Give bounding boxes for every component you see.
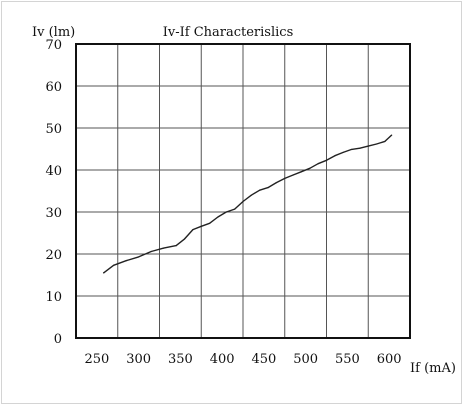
- data-point: [234, 208, 236, 210]
- data-point: [384, 140, 386, 143]
- y-tick-label: 50: [45, 122, 62, 137]
- data-point: [300, 171, 303, 173]
- y-tick-label: 10: [45, 290, 62, 305]
- data-point: [102, 272, 105, 274]
- grid: [76, 44, 410, 338]
- x-axis-label: If (mA): [410, 361, 456, 376]
- x-tick-label: 600: [377, 352, 402, 367]
- data-point: [217, 216, 219, 218]
- data-point: [367, 145, 369, 147]
- data-point: [342, 151, 344, 153]
- data-point: [112, 264, 115, 266]
- data-point: [267, 187, 269, 189]
- x-tick-labels: 250 300 350 400 450 500 550 600: [84, 352, 401, 367]
- data-point: [250, 194, 252, 196]
- data-point: [317, 163, 319, 165]
- x-tick-label: 550: [335, 352, 360, 367]
- data-point: [334, 155, 336, 157]
- data-point: [175, 245, 177, 247]
- series-line: [103, 134, 393, 274]
- data-point: [284, 177, 286, 179]
- data-point: [209, 222, 211, 224]
- data-point: [376, 143, 378, 145]
- y-tick-label: 20: [45, 248, 62, 263]
- data-point: [192, 229, 194, 231]
- data-point: [292, 174, 294, 176]
- y-tick-label: 30: [45, 206, 62, 221]
- data-point: [183, 238, 186, 240]
- data-point: [359, 147, 361, 149]
- data-point: [225, 211, 227, 213]
- x-tick-label: 500: [293, 352, 318, 367]
- data-point: [350, 148, 353, 151]
- data-point: [259, 189, 261, 191]
- data-point: [309, 167, 311, 169]
- y-tick-label: 70: [45, 38, 62, 53]
- x-tick-label: 300: [126, 352, 151, 367]
- x-tick-label: 350: [168, 352, 193, 367]
- data-point: [163, 247, 165, 249]
- y-tick-label: 40: [45, 164, 62, 179]
- data-point: [125, 260, 127, 262]
- plot-border: [75, 43, 411, 339]
- y-axis-label: Iv (lm): [32, 25, 75, 40]
- chart-title: Iv-If Characterislics: [163, 25, 294, 40]
- data-point: [275, 182, 277, 184]
- x-tick-label: 250: [84, 352, 109, 367]
- data-point: [391, 134, 393, 136]
- y-tick-labels: 0 10 20 30 40 50 60 70: [45, 38, 62, 347]
- x-tick-label: 400: [210, 352, 235, 367]
- data-point: [200, 225, 202, 227]
- y-tick-label: 0: [54, 332, 62, 347]
- x-tick-label: 450: [251, 352, 276, 367]
- series-group: [102, 134, 393, 274]
- data-point: [325, 159, 328, 161]
- data-point: [138, 256, 140, 258]
- data-point: [150, 250, 152, 253]
- y-tick-label: 60: [45, 80, 62, 95]
- data-point: [242, 200, 244, 203]
